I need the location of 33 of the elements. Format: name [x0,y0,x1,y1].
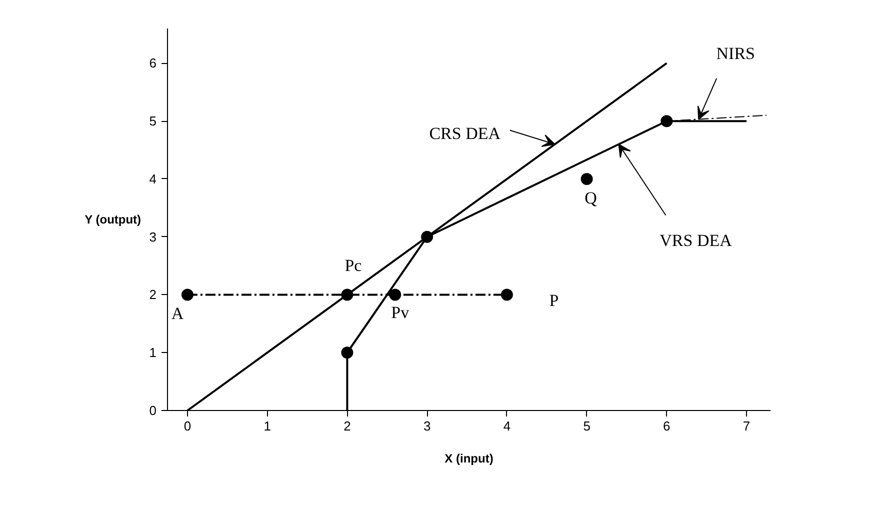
x-tick-label: 2 [344,418,351,434]
x-tick-label: 6 [663,418,670,434]
x-tick-label: 3 [423,418,431,434]
point [580,172,593,185]
annotation: Pc [344,256,362,276]
y-tick-label: 3 [149,229,157,244]
point [341,346,354,359]
x-tick-label: 5 [583,418,590,434]
y-tick-label: 1 [149,345,157,360]
annotation: P [549,291,559,310]
annotation: NIRS [716,44,755,63]
y-tick-label: 5 [149,114,157,129]
annotation: Pv [391,303,410,322]
y-axis-title: Y (output) [84,212,142,226]
y-tick-label: 4 [149,171,157,186]
annotation: CRS DEA [429,124,502,143]
point [660,115,673,128]
x-axis-title: X (input) [444,452,494,466]
x-tick-label: 0 [184,418,192,434]
point [181,288,194,301]
x-tick-label: 4 [503,418,511,434]
point [389,288,402,301]
point [421,230,434,243]
point [341,288,354,301]
y-tick-label: 0 [149,403,157,418]
annotation: A [171,304,184,324]
annotation: VRS DEA [660,230,733,250]
annotation: Q [584,188,597,208]
x-tick-label: 7 [742,418,750,434]
point [500,288,513,301]
y-tick-label: 2 [149,287,157,302]
x-tick-label: 1 [264,418,271,434]
y-tick-label: 6 [149,56,157,71]
